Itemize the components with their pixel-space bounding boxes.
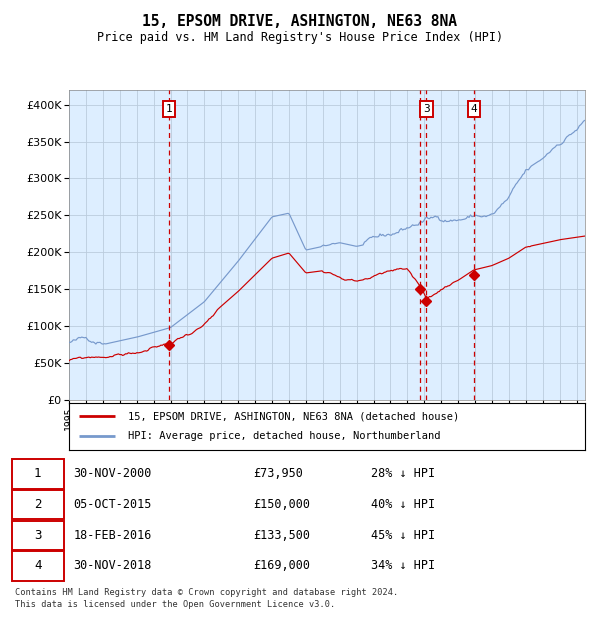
Text: 15, EPSOM DRIVE, ASHINGTON, NE63 8NA (detached house): 15, EPSOM DRIVE, ASHINGTON, NE63 8NA (de…: [128, 411, 460, 421]
Text: 4: 4: [470, 104, 477, 114]
Text: £150,000: £150,000: [253, 498, 310, 511]
FancyBboxPatch shape: [12, 459, 64, 489]
Text: 1: 1: [34, 467, 41, 481]
Text: 2: 2: [34, 498, 41, 511]
Text: Price paid vs. HM Land Registry's House Price Index (HPI): Price paid vs. HM Land Registry's House …: [97, 31, 503, 43]
Text: 1: 1: [166, 104, 173, 114]
Text: 34% ↓ HPI: 34% ↓ HPI: [371, 559, 434, 572]
FancyBboxPatch shape: [12, 490, 64, 520]
Text: 30-NOV-2000: 30-NOV-2000: [74, 467, 152, 481]
Text: £73,950: £73,950: [253, 467, 303, 481]
Text: 40% ↓ HPI: 40% ↓ HPI: [371, 498, 434, 511]
Text: 30-NOV-2018: 30-NOV-2018: [74, 559, 152, 572]
Text: £169,000: £169,000: [253, 559, 310, 572]
Text: HPI: Average price, detached house, Northumberland: HPI: Average price, detached house, Nort…: [128, 432, 441, 441]
Text: 28% ↓ HPI: 28% ↓ HPI: [371, 467, 434, 481]
FancyBboxPatch shape: [12, 521, 64, 550]
Text: 45% ↓ HPI: 45% ↓ HPI: [371, 529, 434, 542]
Text: 18-FEB-2016: 18-FEB-2016: [74, 529, 152, 542]
Text: This data is licensed under the Open Government Licence v3.0.: This data is licensed under the Open Gov…: [15, 600, 335, 609]
Text: 05-OCT-2015: 05-OCT-2015: [74, 498, 152, 511]
Text: 3: 3: [423, 104, 430, 114]
Text: 15, EPSOM DRIVE, ASHINGTON, NE63 8NA: 15, EPSOM DRIVE, ASHINGTON, NE63 8NA: [143, 14, 458, 29]
Text: Contains HM Land Registry data © Crown copyright and database right 2024.: Contains HM Land Registry data © Crown c…: [15, 588, 398, 597]
Text: £133,500: £133,500: [253, 529, 310, 542]
Text: 4: 4: [34, 559, 41, 572]
Text: 3: 3: [34, 529, 41, 542]
FancyBboxPatch shape: [12, 551, 64, 580]
